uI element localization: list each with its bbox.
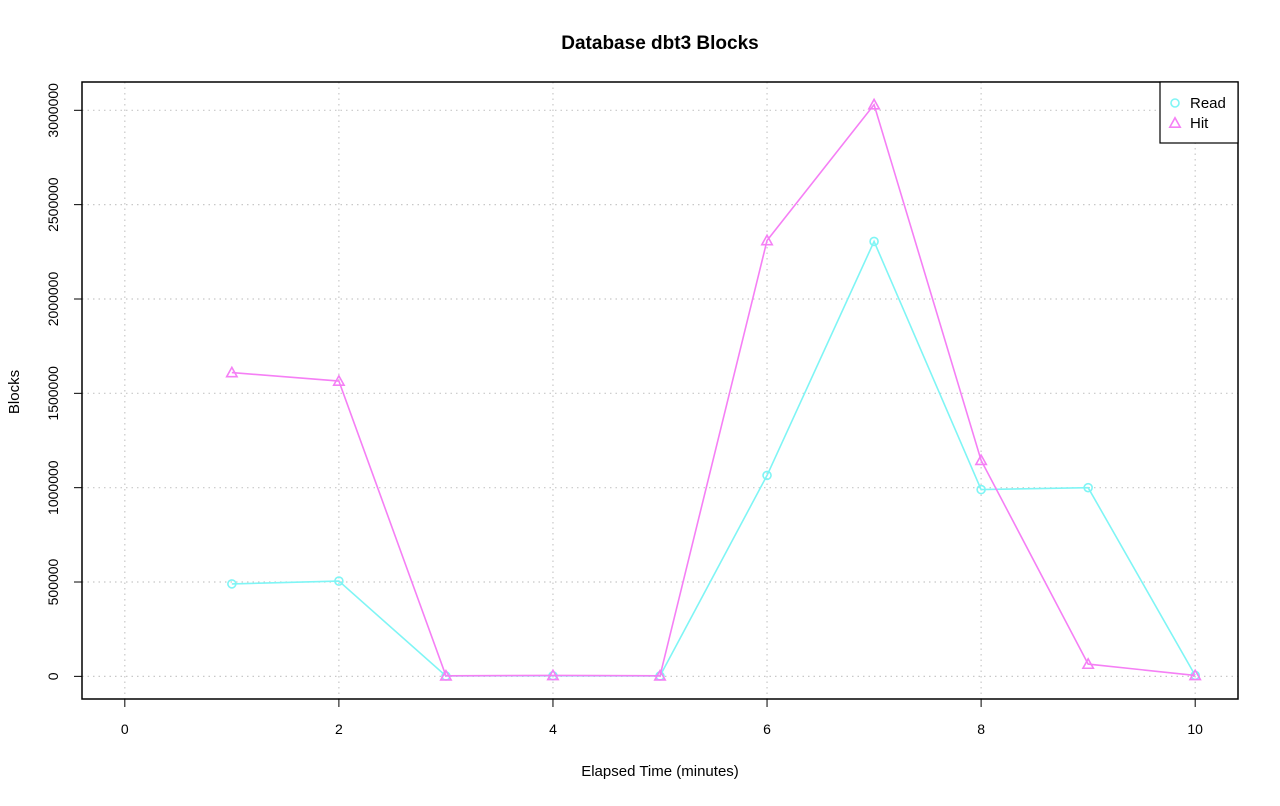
chart-title: Database dbt3 Blocks	[561, 33, 758, 54]
data-point-hit	[760, 233, 774, 246]
x-tick-label: 0	[121, 721, 129, 737]
plot-frame	[81, 81, 1239, 700]
data-point-read	[869, 236, 879, 247]
y-tick-label: 500000	[45, 558, 61, 605]
series-line-hit	[231, 102, 1196, 677]
x-tick-label: 4	[549, 721, 557, 737]
data-point-read	[227, 579, 237, 589]
y-axis: 0 500000 1000000 1500000 2000000 2500000 30000…	[45, 83, 82, 680]
y-tick-label: 1500000	[45, 366, 61, 421]
legend-box	[1159, 81, 1239, 144]
y-tick-label: 2500000	[45, 177, 61, 232]
data-point-hit	[653, 668, 667, 681]
y-tick-label: 0	[45, 672, 61, 680]
x-tick-label: 8	[977, 721, 985, 737]
data-point-read	[334, 576, 344, 586]
data-point-hit	[1188, 668, 1202, 681]
x-tick-label: 6	[763, 721, 771, 737]
data-point-read	[976, 484, 986, 495]
grid	[82, 82, 1238, 699]
x-tick-label: 2	[335, 721, 343, 737]
data-point-read	[762, 470, 772, 481]
y-axis-label: Blocks	[6, 370, 23, 414]
legend-marker-hit	[1168, 116, 1182, 128]
data-point-hit	[332, 374, 346, 387]
legend-label-read: Read	[1190, 95, 1226, 112]
series-layer	[225, 97, 1202, 681]
series-line-read	[231, 239, 1196, 677]
legend-marker-read	[1170, 98, 1180, 108]
y-tick-label: 2000000	[45, 272, 61, 327]
series-hit	[225, 97, 1202, 681]
data-point-hit	[225, 365, 239, 378]
data-point-hit	[439, 668, 453, 681]
y-tick-label: 3000000	[45, 83, 61, 138]
data-point-hit	[546, 668, 560, 681]
data-point-hit	[867, 97, 881, 110]
x-tick-label: 10	[1187, 721, 1203, 737]
x-axis-label: Elapsed Time (minutes)	[581, 763, 739, 780]
data-point-read	[1083, 482, 1093, 493]
y-tick-label: 1000000	[45, 460, 61, 515]
data-point-hit	[1081, 657, 1095, 670]
legend: Read Hit	[1159, 81, 1239, 144]
x-axis: 0 2 4 6 8 10	[121, 699, 1203, 737]
legend-label-hit: Hit	[1190, 115, 1209, 132]
data-point-hit	[974, 453, 988, 466]
